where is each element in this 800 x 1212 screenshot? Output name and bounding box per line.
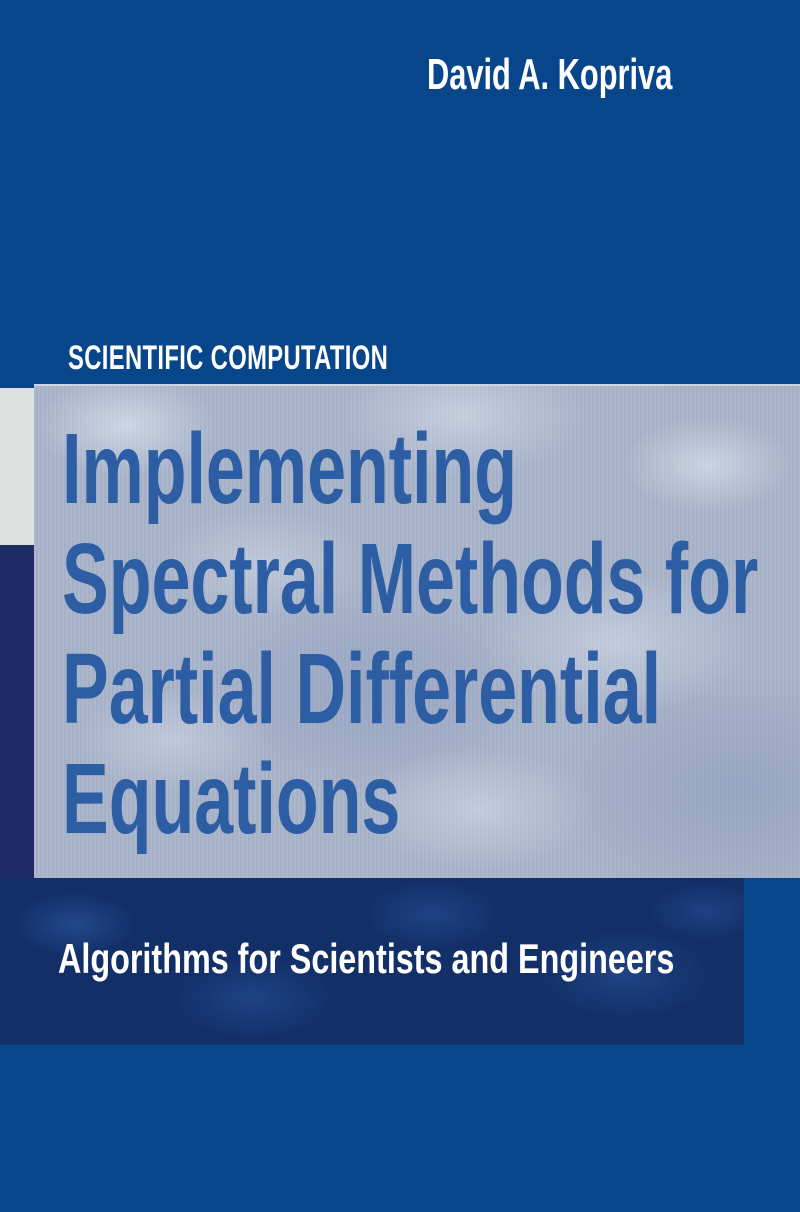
title-line: Partial Differential: [62, 634, 800, 744]
title-line-3-text: Partial Differential: [62, 633, 662, 745]
series-label: SCIENTIFIC COMPUTATION: [68, 341, 525, 375]
author-name-text: David A. Kopriva: [427, 50, 673, 99]
book-title: Implementing Spectral Methods for Partia…: [62, 414, 800, 854]
title-panel: [34, 384, 800, 878]
title-line-1-text: Implementing: [62, 413, 518, 525]
series-label-text: SCIENTIFIC COMPUTATION: [68, 339, 389, 377]
author-name: David A. Kopriva: [427, 53, 777, 97]
title-line: Equations: [62, 744, 800, 854]
spine-indigo-edge: [0, 545, 34, 878]
title-line: Implementing: [62, 414, 800, 524]
publisher-block: ♘ Springer: [0, 1045, 800, 1212]
title-line: Spectral Methods for: [62, 524, 800, 634]
subtitle-band: [0, 878, 744, 1045]
book-subtitle-text: Algorithms for Scientists and Engineers: [58, 935, 675, 982]
title-line-2-text: Spectral Methods for: [62, 523, 759, 635]
spine-gray-tab: [0, 388, 34, 545]
title-line-4-text: Equations: [62, 743, 401, 855]
book-subtitle: Algorithms for Scientists and Engineers: [58, 938, 800, 980]
